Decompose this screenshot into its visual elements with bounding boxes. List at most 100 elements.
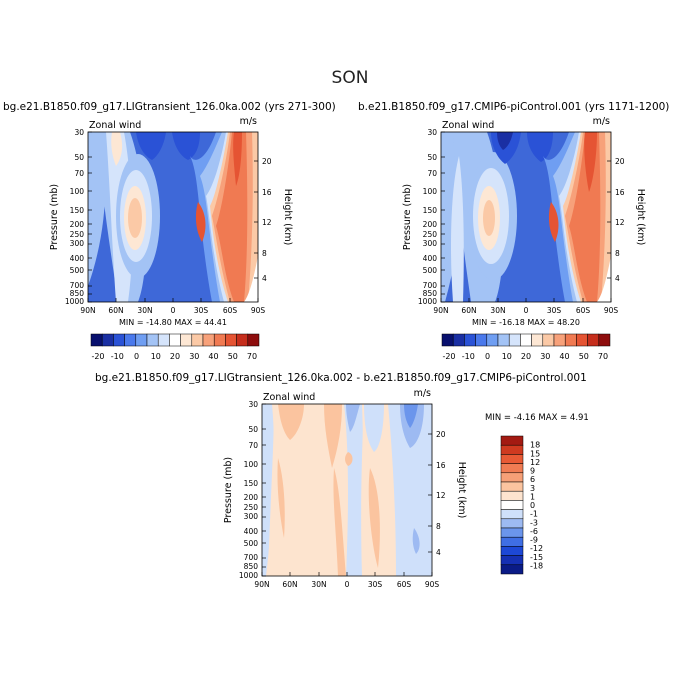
- colorbar-1-svg: -20 -10 0 10 20 30 40 50 70: [90, 333, 260, 361]
- colorbar-2: -20 -10 0 10 20 30 40 50 70: [441, 333, 611, 365]
- y-tick: 250: [423, 230, 438, 239]
- colorbar-swatch: [500, 463, 524, 474]
- x-tick: 90N: [80, 306, 95, 315]
- colorbar-label: 10: [151, 352, 161, 361]
- colorbar-swatch: [441, 333, 454, 347]
- y-tick: 30: [427, 128, 437, 137]
- colorbar-swatch: [500, 490, 524, 501]
- colorbar-swatch: [157, 333, 170, 347]
- x-tick: 90S: [604, 306, 619, 315]
- x-tick: 60S: [576, 306, 591, 315]
- panel-3: 30 50 70 100 150 200 250 300 400 500 700…: [214, 388, 474, 593]
- colorbar-swatch: [452, 333, 465, 347]
- y2-axis-label: Height (km): [282, 189, 293, 246]
- y-tick: 250: [70, 230, 85, 239]
- colorbar-label: 30: [540, 352, 550, 361]
- x-tick: 0: [171, 306, 176, 315]
- colorbar-label: 0: [134, 352, 139, 361]
- colorbar-label: 3: [530, 484, 535, 493]
- y-tick: 50: [248, 425, 258, 434]
- colorbar-swatch: [500, 500, 524, 510]
- y-tick: 250: [244, 503, 259, 512]
- colorbar-label: 1: [530, 492, 535, 501]
- y-tick: 200: [70, 220, 85, 229]
- x-tick: 0: [524, 306, 529, 315]
- y2-tick: 16: [615, 188, 625, 197]
- x-tick: 30N: [137, 306, 152, 315]
- colorbar-swatch: [146, 333, 159, 347]
- y-tick: 700: [423, 281, 438, 290]
- colorbar-swatch: [124, 333, 137, 347]
- colorbar-label: 20: [521, 352, 531, 361]
- y-tick: 100: [70, 187, 85, 196]
- colorbar-label: -10: [462, 352, 475, 361]
- colorbar-swatch: [500, 518, 524, 529]
- colorbar-swatch: [508, 333, 521, 347]
- y-tick: 850: [244, 562, 259, 571]
- colorbar-swatch: [531, 333, 544, 347]
- units-label: m/s: [593, 116, 610, 127]
- y-tick: 700: [70, 281, 85, 290]
- y-tick: 700: [244, 553, 259, 562]
- colorbar-label: 30: [189, 352, 199, 361]
- y2-tick: 12: [615, 218, 625, 227]
- y-tick: 100: [423, 187, 438, 196]
- panel-3-minmax: MIN = -4.16 MAX = 4.91: [485, 413, 589, 423]
- y-tick: 400: [423, 254, 438, 263]
- colorbar-label: 15: [530, 449, 540, 458]
- colorbar-label: -20: [442, 352, 455, 361]
- x-tick: 90S: [425, 580, 440, 589]
- y-tick: 1000: [65, 297, 84, 306]
- units-label: m/s: [414, 388, 431, 399]
- colorbar-label: 50: [228, 352, 238, 361]
- colorbar-label: 9: [530, 467, 535, 476]
- colorbar-swatch: [500, 564, 524, 575]
- y2-tick: 4: [262, 274, 267, 283]
- y2-tick: 4: [615, 274, 620, 283]
- y2-tick: 12: [436, 491, 446, 500]
- colorbar-label: -6: [530, 527, 538, 536]
- colorbar-swatch: [520, 333, 532, 347]
- colorbar-swatch: [500, 555, 524, 566]
- var-label: Zonal wind: [89, 120, 141, 131]
- colorbar-swatch: [500, 472, 524, 483]
- x-tick: 30S: [368, 580, 383, 589]
- y-tick: 50: [427, 153, 437, 162]
- x-tick: 60N: [108, 306, 123, 315]
- y-tick: 70: [248, 441, 258, 450]
- y-tick: 150: [70, 206, 85, 215]
- y-tick: 50: [74, 153, 84, 162]
- colorbar-3: 18 15 12 9 6 3 1 0 -1 -3 -6 -9 -12 -15 -18: [500, 435, 560, 577]
- x-tick: 30N: [490, 306, 505, 315]
- colorbar-swatch: [553, 333, 566, 347]
- var-label: Zonal wind: [442, 120, 494, 131]
- x-tick: 60S: [223, 306, 238, 315]
- colorbar-swatch: [236, 333, 249, 347]
- y2-tick: 20: [262, 157, 272, 166]
- y-tick: 500: [423, 266, 438, 275]
- colorbar-label: 6: [530, 475, 535, 484]
- colorbar-swatch: [576, 333, 588, 347]
- colorbar-label: -10: [111, 352, 124, 361]
- x-tick: 90N: [254, 580, 269, 589]
- y-tick: 500: [244, 539, 259, 548]
- colorbar-swatch: [225, 333, 237, 347]
- colorbar-label: -1: [530, 510, 538, 519]
- y-tick: 150: [423, 206, 438, 215]
- y-tick: 400: [244, 527, 259, 536]
- colorbar-label: -12: [530, 544, 543, 553]
- colorbar-swatch: [500, 444, 524, 455]
- minmax-label: MIN = -14.80 MAX = 44.41: [119, 318, 227, 327]
- x-tick: 30S: [194, 306, 209, 315]
- y-axis-label: Pressure (mb): [49, 184, 60, 250]
- colorbar-swatch: [500, 509, 524, 520]
- y-tick: 70: [74, 169, 84, 178]
- colorbar-swatch: [500, 546, 524, 556]
- colorbar-swatch: [542, 333, 555, 347]
- y-tick: 30: [248, 400, 258, 409]
- y-tick: 500: [70, 266, 85, 275]
- colorbar-swatch: [500, 536, 524, 547]
- y2-tick: 8: [615, 249, 620, 258]
- x-tick: 60N: [282, 580, 297, 589]
- panel-1-title: bg.e21.B1850.f09_g17.LIGtransient_126.0k…: [3, 101, 336, 113]
